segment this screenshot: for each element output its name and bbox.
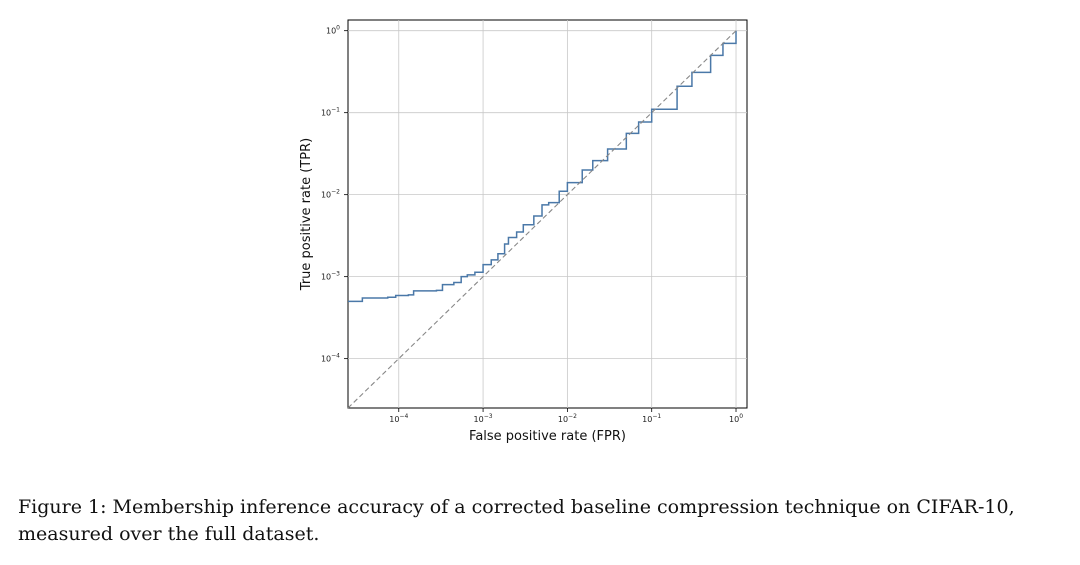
roc-curve-line: [348, 30, 737, 303]
y-tick-label-0: 10−4: [321, 353, 340, 364]
y-tick-label-1: 10−3: [321, 271, 340, 282]
grid: [348, 20, 747, 408]
random-guess-diagonal-line: [347, 30, 737, 409]
ticks: 10−4 10−3 10−2 10−1 100 10−4 10−3 10−2 10−1 100: [321, 25, 743, 424]
x-tick-label-2: 10−2: [558, 413, 577, 424]
y-axis-label: True positive rate (TPR): [299, 138, 314, 291]
plot-area-frame: [347, 19, 748, 409]
x-axis-label: False positive rate (FPR): [469, 429, 626, 444]
x-tick-label-4: 100: [729, 413, 743, 424]
y-tick-label-2: 10−2: [321, 189, 340, 200]
x-tick-label-0: 10−4: [389, 413, 408, 424]
series-layer: [347, 30, 737, 409]
x-tick-label-3: 10−1: [642, 413, 661, 424]
roc-chart: 10−4 10−3 10−2 10−1 100 10−4 10−3 10−2 10−1 100 F…: [299, 19, 748, 444]
y-tick-label-3: 10−1: [321, 107, 340, 118]
y-tick-label-4: 100: [326, 25, 340, 36]
figure-caption: Figure 1: Membership inference accuracy …: [18, 496, 1015, 545]
x-tick-label-1: 10−3: [474, 413, 493, 424]
